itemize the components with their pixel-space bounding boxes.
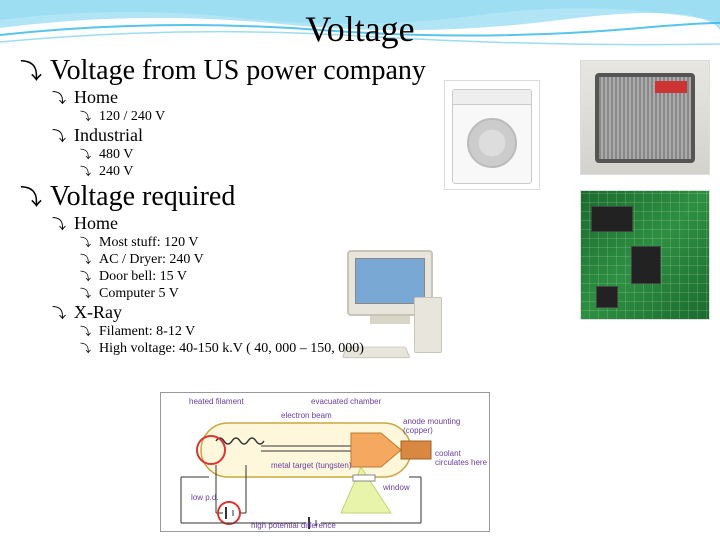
bullet-icon: ⤵: [80, 251, 91, 267]
bullet-icon: ⤵: [80, 234, 91, 250]
slide-content: Voltage ⤵ Voltage from US power company …: [0, 0, 720, 365]
item-text: Home: [74, 87, 118, 108]
subitem-text: Filament: 8-12 V: [99, 324, 195, 340]
bullet-icon: ⤵: [52, 126, 66, 146]
xray-label: metal target (tungsten): [271, 461, 351, 470]
xray-label: heated filament: [189, 397, 244, 406]
bullet-icon: ⤵: [80, 340, 91, 356]
bullet-icon: ⤵: [80, 163, 91, 179]
subitem-text: 120 / 240 V: [99, 109, 165, 125]
item-xray: ⤵ X-Ray: [52, 302, 700, 323]
subitem: ⤵ 240 V: [80, 163, 700, 180]
subitem: ⤵ Computer 5 V: [80, 285, 700, 302]
bullet-icon: ⤵: [80, 146, 91, 162]
xray-label: window: [383, 483, 410, 492]
section-text: Voltage from US power company: [50, 55, 426, 87]
item-text: Industrial: [74, 125, 143, 146]
subitem-text: AC / Dryer: 240 V: [99, 252, 204, 268]
bullet-icon: ⤵: [52, 88, 66, 108]
subitem-text: Door bell: 15 V: [99, 269, 187, 285]
subitem-text: 240 V: [99, 164, 133, 180]
section-text: Voltage required: [50, 181, 235, 213]
bullet-icon: ⤵: [20, 54, 42, 86]
subitem: ⤵ 120 / 240 V: [80, 108, 700, 125]
section-heading-1: ⤵ Voltage from US power company: [20, 54, 700, 87]
image-xray-tube-diagram: heated filament evacuated chamber electr…: [160, 392, 490, 532]
bullet-icon: ⤵: [80, 268, 91, 284]
bullet-icon: ⤵: [52, 214, 66, 234]
subitem-text: Most stuff: 120 V: [99, 235, 198, 251]
xray-label: evacuated chamber: [311, 397, 381, 406]
xray-label: anode mounting (copper): [403, 417, 489, 435]
section-heading-2: ⤵ Voltage required: [20, 180, 700, 213]
bullet-icon: ⤵: [80, 285, 91, 301]
bullet-icon: ⤵: [20, 180, 42, 212]
item-home-2: ⤵ Home: [52, 213, 700, 234]
subitem-text: 480 V: [99, 147, 133, 163]
item-text: X-Ray: [74, 302, 122, 323]
subitem-text: High voltage: 40-150 k.V ( 40, 000 – 150…: [99, 341, 364, 357]
xray-label: coolant circulates here: [435, 449, 489, 467]
item-industrial: ⤵ Industrial: [52, 125, 700, 146]
bullet-icon: ⤵: [52, 303, 66, 323]
subitem: ⤵ Filament: 8-12 V: [80, 323, 700, 340]
slide-title: Voltage: [20, 8, 700, 50]
subitem: ⤵ High voltage: 40-150 k.V ( 40, 000 – 1…: [80, 340, 700, 357]
subitem-text: Computer 5 V: [99, 286, 179, 302]
item-home: ⤵ Home: [52, 87, 700, 108]
xray-label: electron beam: [281, 411, 332, 420]
subitem: ⤵ Door bell: 15 V: [80, 268, 700, 285]
bullet-icon: ⤵: [80, 108, 91, 124]
subitem: ⤵ 480 V: [80, 146, 700, 163]
xray-label: high potential difference: [251, 521, 336, 530]
bullet-icon: ⤵: [80, 323, 91, 339]
xray-label: low p.d.: [191, 493, 219, 502]
item-text: Home: [74, 213, 118, 234]
subitem: ⤵ Most stuff: 120 V: [80, 234, 700, 251]
subitem: ⤵ AC / Dryer: 240 V: [80, 251, 700, 268]
